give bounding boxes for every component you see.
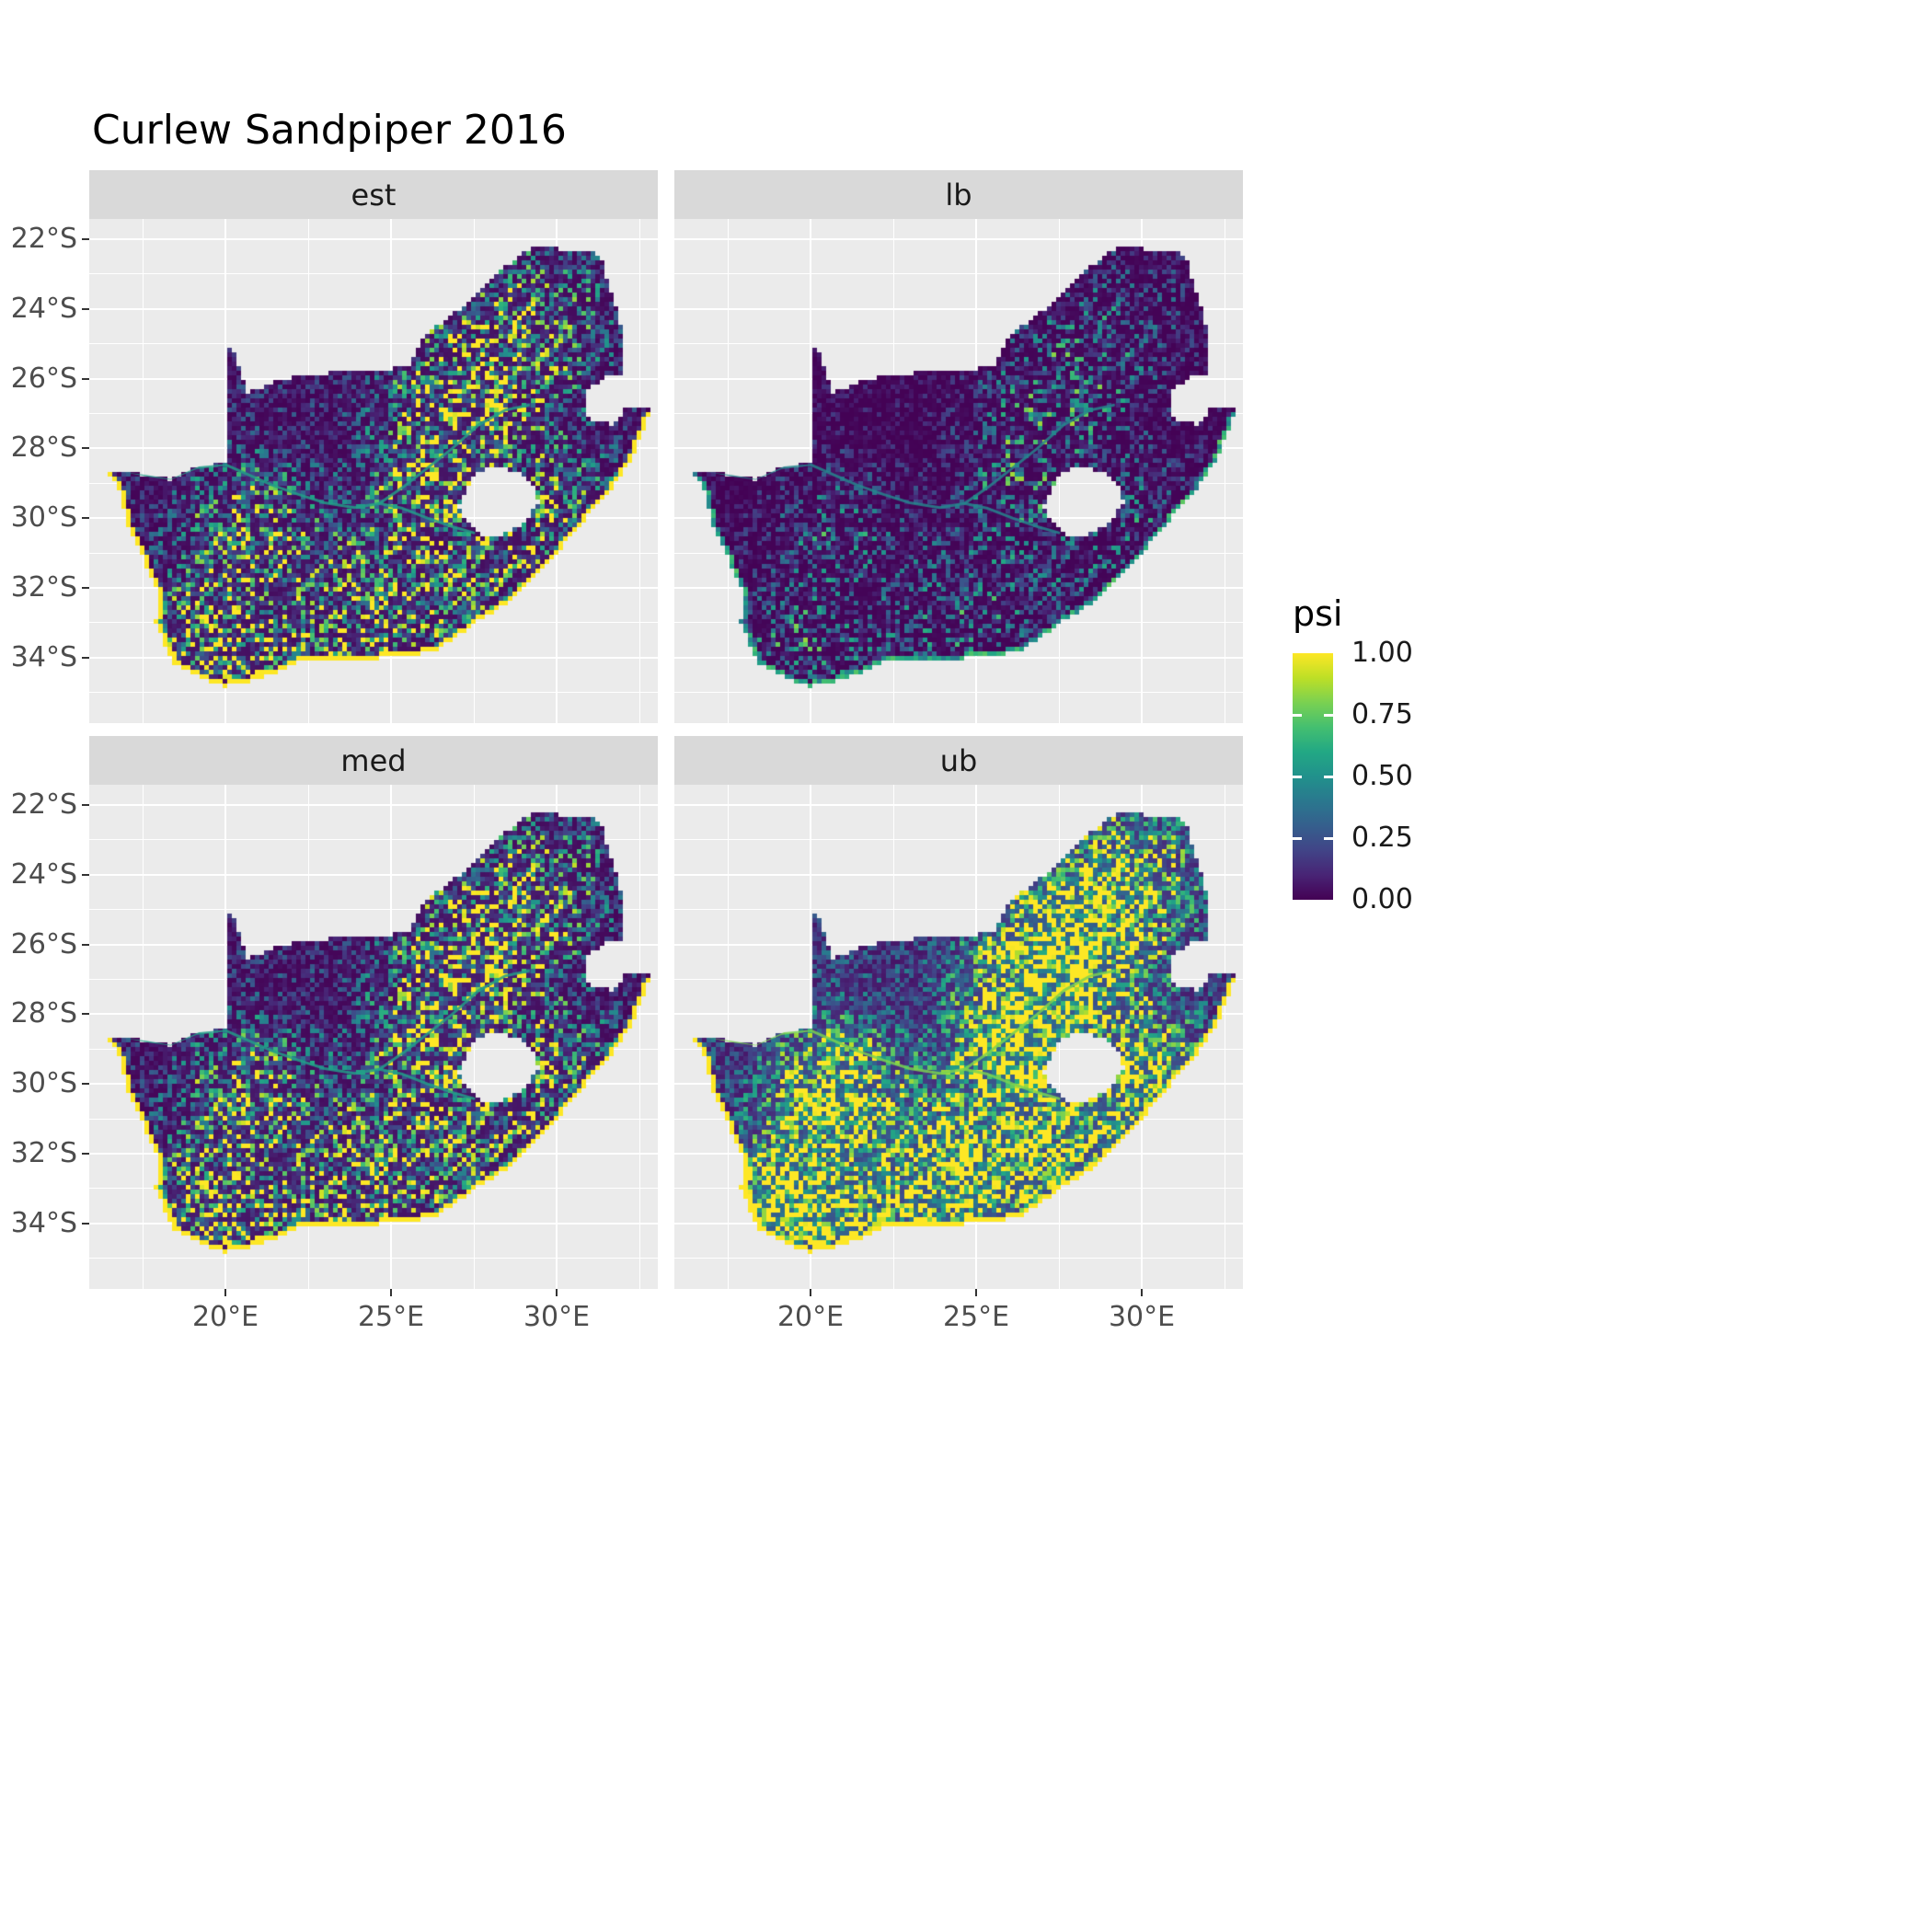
y-tick-label: 24°S (10, 292, 77, 325)
map-panel-est (89, 219, 658, 723)
map-panel-lb (674, 219, 1243, 723)
y-axis-tick (82, 873, 89, 876)
x-axis-tick (975, 1289, 978, 1296)
legend-tick (1324, 775, 1333, 778)
legend-title: psi (1293, 593, 1343, 634)
y-axis-tick (82, 803, 89, 806)
legend-tick (1324, 713, 1333, 717)
legend-tick (1293, 775, 1302, 778)
y-axis-tick (82, 517, 89, 520)
y-tick-label: 34°S (10, 1206, 77, 1239)
facet-strip-est: est (89, 170, 658, 219)
x-tick-label: 25°E (357, 1301, 425, 1333)
map-canvas-est (89, 219, 658, 723)
legend-tick (1293, 713, 1302, 717)
y-axis-tick (82, 1222, 89, 1225)
facet-strip-ub: ub (674, 736, 1243, 785)
x-axis-tick (390, 1289, 393, 1296)
x-axis-tick (224, 1289, 227, 1296)
y-axis-tick (82, 1083, 89, 1086)
facet-label-med: med (340, 742, 407, 778)
y-tick-label: 26°S (10, 362, 77, 395)
x-tick-label: 30°E (1108, 1301, 1176, 1333)
map-panel-med (89, 785, 658, 1289)
legend-label: 0.75 (1351, 698, 1413, 730)
x-tick-label: 30°E (523, 1301, 591, 1333)
y-tick-label: 22°S (10, 222, 77, 255)
y-tick-label: 30°S (10, 1067, 77, 1100)
legend-label: 0.50 (1351, 760, 1413, 792)
x-axis-tick (1141, 1289, 1144, 1296)
facet-label-lb: lb (945, 177, 972, 213)
x-tick-label: 20°E (776, 1301, 845, 1333)
y-axis-tick (82, 943, 89, 946)
x-axis-tick (556, 1289, 558, 1296)
y-axis-tick (82, 447, 89, 450)
y-axis-tick (82, 377, 89, 380)
facet-strip-med: med (89, 736, 658, 785)
y-tick-label: 22°S (10, 788, 77, 821)
legend-tick (1324, 836, 1333, 840)
y-axis-tick (82, 586, 89, 589)
y-tick-label: 30°S (10, 501, 77, 535)
legend-label: 1.00 (1351, 637, 1413, 669)
legend-tick (1293, 836, 1302, 840)
y-tick-label: 24°S (10, 857, 77, 891)
y-tick-label: 26°S (10, 927, 77, 960)
facet-label-ub: ub (939, 742, 978, 778)
map-panel-ub (674, 785, 1243, 1289)
legend-label: 0.25 (1351, 822, 1413, 854)
y-tick-label: 32°S (10, 1136, 77, 1169)
y-axis-tick (82, 656, 89, 659)
map-canvas-lb (674, 219, 1243, 723)
plot-title: Curlew Sandpiper 2016 (92, 107, 567, 154)
y-tick-label: 34°S (10, 640, 77, 673)
legend-label: 0.00 (1351, 883, 1413, 915)
y-tick-label: 32°S (10, 570, 77, 604)
map-canvas-med (89, 785, 658, 1289)
x-tick-label: 25°E (942, 1301, 1010, 1333)
y-tick-label: 28°S (10, 431, 77, 465)
facet-label-est: est (351, 177, 397, 213)
y-axis-tick (82, 307, 89, 310)
y-axis-tick (82, 1152, 89, 1155)
x-tick-label: 20°E (191, 1301, 259, 1333)
facet-strip-lb: lb (674, 170, 1243, 219)
x-axis-tick (810, 1289, 812, 1296)
map-canvas-ub (674, 785, 1243, 1289)
y-axis-tick (82, 1013, 89, 1016)
y-axis-tick (82, 237, 89, 240)
y-tick-label: 28°S (10, 997, 77, 1030)
